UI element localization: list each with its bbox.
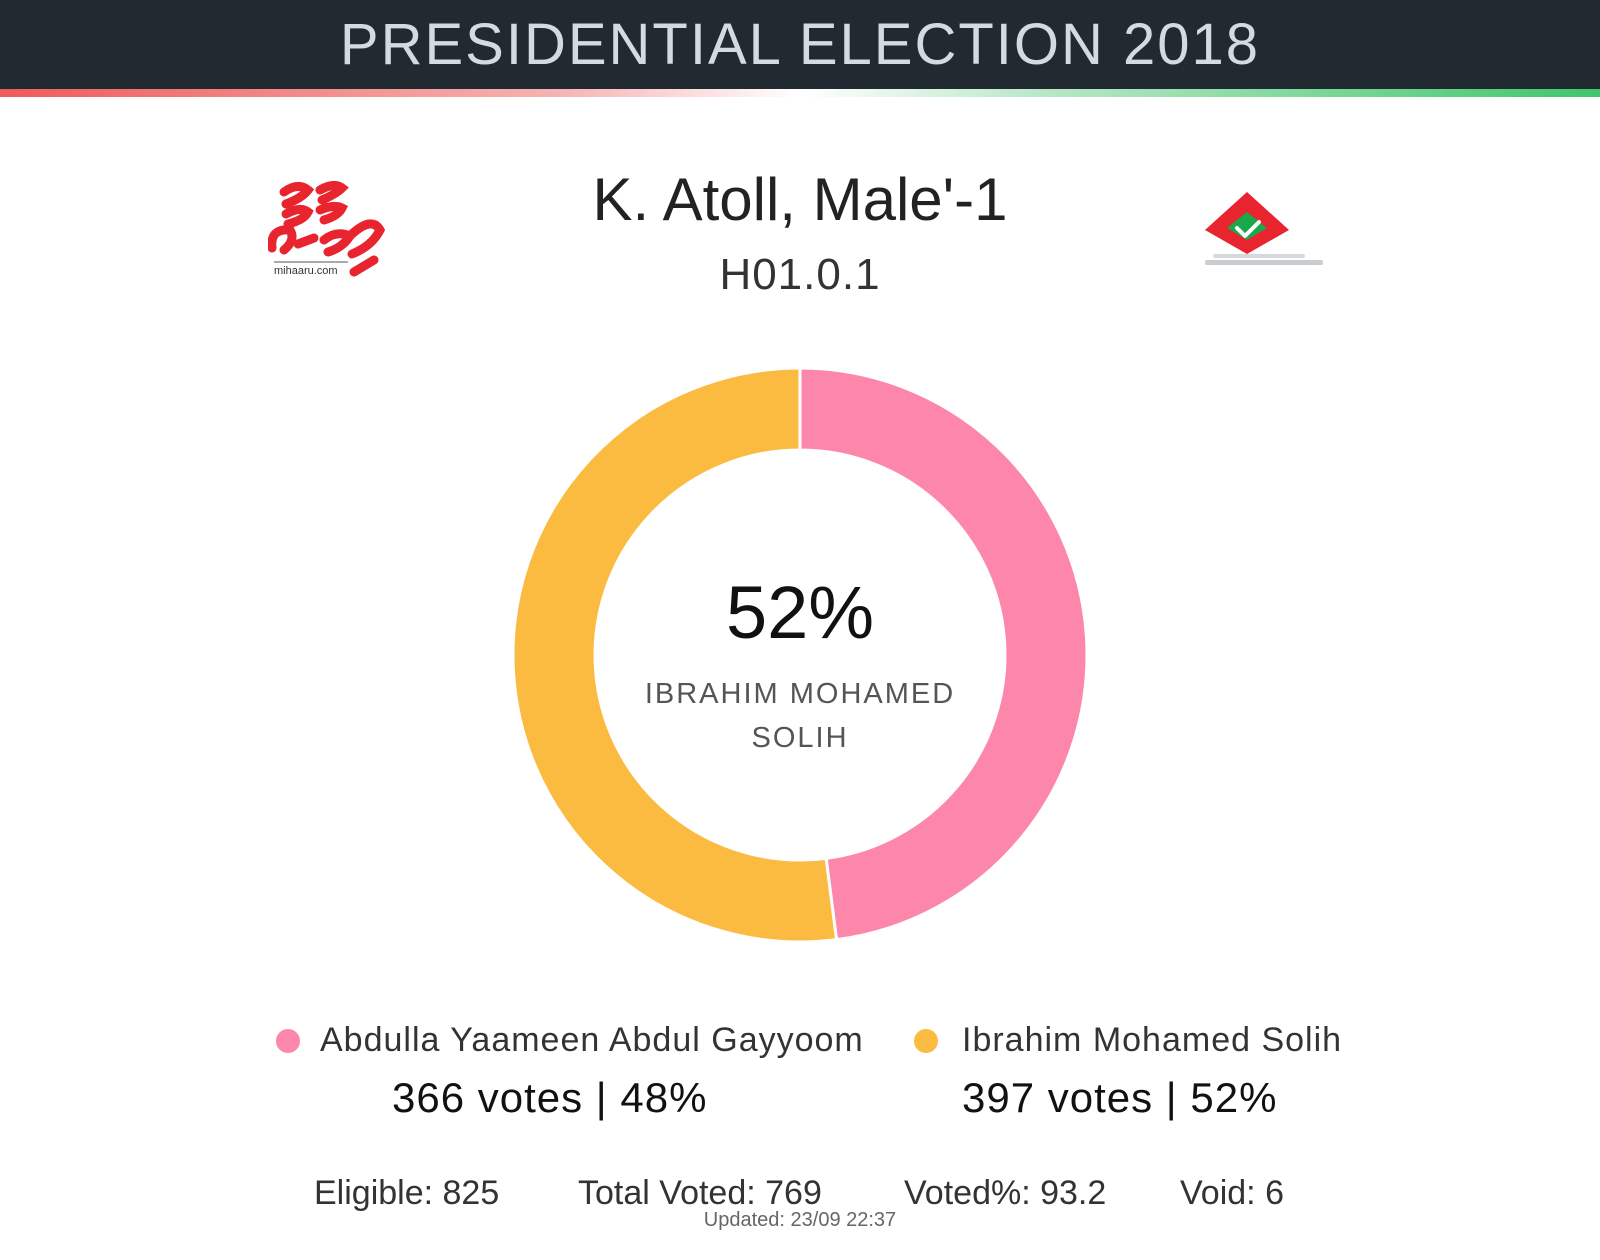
legend-dot-solih	[914, 1029, 938, 1053]
donut-slice-0	[798, 366, 1089, 942]
winner-percent: 52%	[725, 571, 875, 654]
donut-chart	[511, 366, 1089, 944]
stat-total-voted: Total Voted: 769	[578, 1174, 822, 1212]
constituency-name: K. Atoll, Male'-1	[592, 166, 1008, 233]
stat-void: Void: 6	[1180, 1174, 1284, 1212]
legend-item-yaameen: Abdulla Yaameen Abdul Gayyoom	[276, 1015, 863, 1065]
accent-strip	[0, 89, 1600, 97]
ballot-box-icon	[1205, 192, 1330, 272]
mihaaru-logo: mihaaru.com	[267, 180, 398, 285]
votes-yaameen: 366 votes | 48%	[392, 1074, 708, 1121]
donut-slice-1	[511, 366, 839, 944]
stat-eligible: Eligible: 825	[314, 1174, 500, 1212]
legend-name-solih: Ibrahim Mohamed Solih	[962, 1021, 1343, 1059]
header-bar: PRESIDENTIAL ELECTION 2018	[0, 0, 1600, 90]
page-title: PRESIDENTIAL ELECTION 2018	[339, 12, 1261, 77]
stat-voted-percent: Voted%: 93.2	[904, 1174, 1107, 1212]
winner-name-line1: IBRAHIM MOHAMED	[644, 678, 956, 710]
votes-solih: 397 votes | 52%	[962, 1074, 1278, 1121]
updated-timestamp: Updated: 23/09 22:37	[703, 1209, 897, 1231]
svg-text:mihaaru.com: mihaaru.com	[274, 265, 338, 277]
winner-name: IBRAHIM MOHAMED SOLIH	[620, 672, 980, 760]
constituency-code: H01.0.1	[719, 250, 881, 299]
winner-name-line2: SOLIH	[751, 722, 849, 754]
legend-item-solih: Ibrahim Mohamed Solih	[914, 1015, 1341, 1065]
legend-dot-yaameen	[276, 1029, 300, 1053]
legend-name-yaameen: Abdulla Yaameen Abdul Gayyoom	[320, 1021, 864, 1059]
